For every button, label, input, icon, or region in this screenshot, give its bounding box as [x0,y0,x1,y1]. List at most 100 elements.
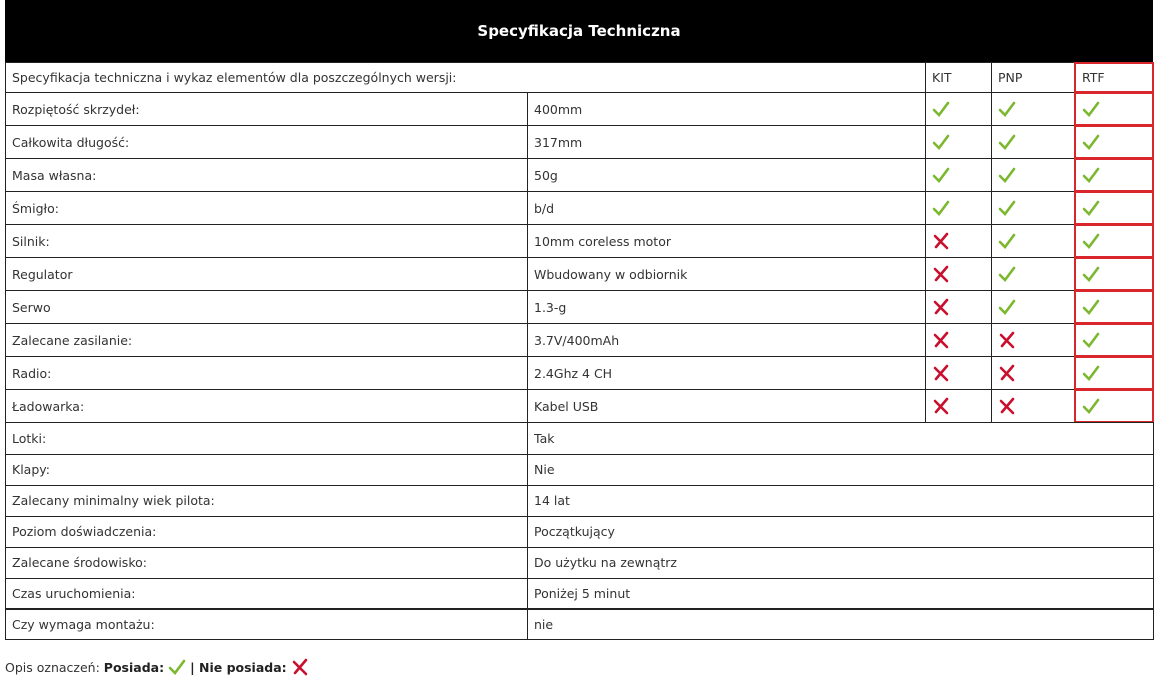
availability-cell [925,92,992,126]
row-label: Rozpiętość skrzydeł: [5,92,528,126]
check-icon [932,200,950,216]
row-label: Masa własna: [5,158,528,192]
availability-cell [991,356,1075,390]
availability-cell [925,290,992,324]
row-value: 2.4Ghz 4 CH [527,356,926,390]
row-label: Lotki: [5,422,528,455]
check-icon [998,299,1016,315]
row-value: 400mm [527,92,926,126]
availability-cell [925,389,992,423]
availability-cell [1074,158,1154,192]
row-value: Nie [527,454,1154,486]
check-icon [1082,332,1100,348]
row-value: Kabel USB [527,389,926,423]
check-icon [1082,365,1100,381]
check-icon [1082,134,1100,150]
cross-icon [933,265,949,283]
row-value: Wbudowany w odbiornik [527,257,926,291]
check-icon [1082,167,1100,183]
column-header: RTF [1074,62,1154,93]
check-icon [932,134,950,150]
column-header: PNP [991,62,1075,93]
availability-cell [1074,92,1154,126]
cross-icon [933,397,949,415]
check-icon [1082,266,1100,282]
row-label: Regulator [5,257,528,291]
availability-cell [925,125,992,159]
row-value: 1.3-g [527,290,926,324]
check-icon [998,233,1016,249]
row-label: Czy wymaga montażu: [5,608,528,641]
legend-yes: Posiada: [103,659,165,675]
cross-icon [999,397,1015,415]
availability-cell [925,158,992,192]
availability-cell [991,257,1075,291]
row-label: Radio: [5,356,528,390]
cross-icon [933,331,949,349]
row-value: 3.7V/400mAh [527,323,926,357]
check-icon [932,101,950,117]
row-value: Poniżej 5 minut [527,577,1154,610]
row-value: b/d [527,191,926,225]
availability-cell [991,389,1075,423]
cross-icon [933,232,949,250]
legend-intro: Opis oznaczeń: [5,659,100,675]
row-label: Ładowarka: [5,389,528,423]
row-label: Całkowita długość: [5,125,528,159]
check-icon [1082,299,1100,315]
check-icon [1082,101,1100,117]
availability-cell [1074,257,1154,291]
row-value: 10mm coreless motor [527,224,926,258]
cross-icon [933,364,949,382]
availability-cell [991,92,1075,126]
availability-cell [925,356,992,390]
check-icon [1082,398,1100,414]
availability-cell [925,191,992,225]
cross-icon [292,658,307,676]
intro-cell: Specyfikacja techniczna i wykaz elementó… [5,62,926,93]
row-label: Zalecane środowisko: [5,546,528,579]
row-label: Śmigło: [5,191,528,225]
row-label: Serwo [5,290,528,324]
cross-icon [933,298,949,316]
availability-cell [1074,125,1154,159]
check-icon [998,200,1016,216]
check-icon [1082,233,1100,249]
row-value: Do użytku na zewnątrz [527,546,1154,579]
row-label: Czas uruchomienia: [5,577,528,610]
legend: Opis oznaczeń: Posiada: | Nie posiada: [5,658,309,676]
availability-cell [1074,191,1154,225]
availability-cell [991,158,1075,192]
table-title: Specyfikacja Techniczna [5,0,1153,62]
check-icon [1082,200,1100,216]
availability-cell [991,290,1075,324]
row-value: 50g [527,158,926,192]
column-header: KIT [925,62,992,93]
availability-cell [1074,224,1154,258]
row-label: Zalecany minimalny wiek pilota: [5,484,528,517]
row-value: 14 lat [527,484,1154,517]
availability-cell [925,224,992,258]
availability-cell [925,323,992,357]
row-label: Zalecane zasilanie: [5,323,528,357]
availability-cell [1074,389,1154,423]
availability-cell [1074,323,1154,357]
legend-no: | Nie posiada: [190,659,287,675]
check-icon [168,659,186,675]
availability-cell [1074,290,1154,324]
availability-cell [925,257,992,291]
row-value: nie [527,608,1154,641]
row-value: 317mm [527,125,926,159]
cross-icon [999,364,1015,382]
check-icon [998,167,1016,183]
check-icon [998,266,1016,282]
availability-cell [1074,356,1154,390]
check-icon [998,134,1016,150]
availability-cell [991,191,1075,225]
availability-cell [991,125,1075,159]
cross-icon [999,331,1015,349]
row-label: Klapy: [5,454,528,486]
availability-cell [991,323,1075,357]
row-value: Początkujący [527,515,1154,548]
